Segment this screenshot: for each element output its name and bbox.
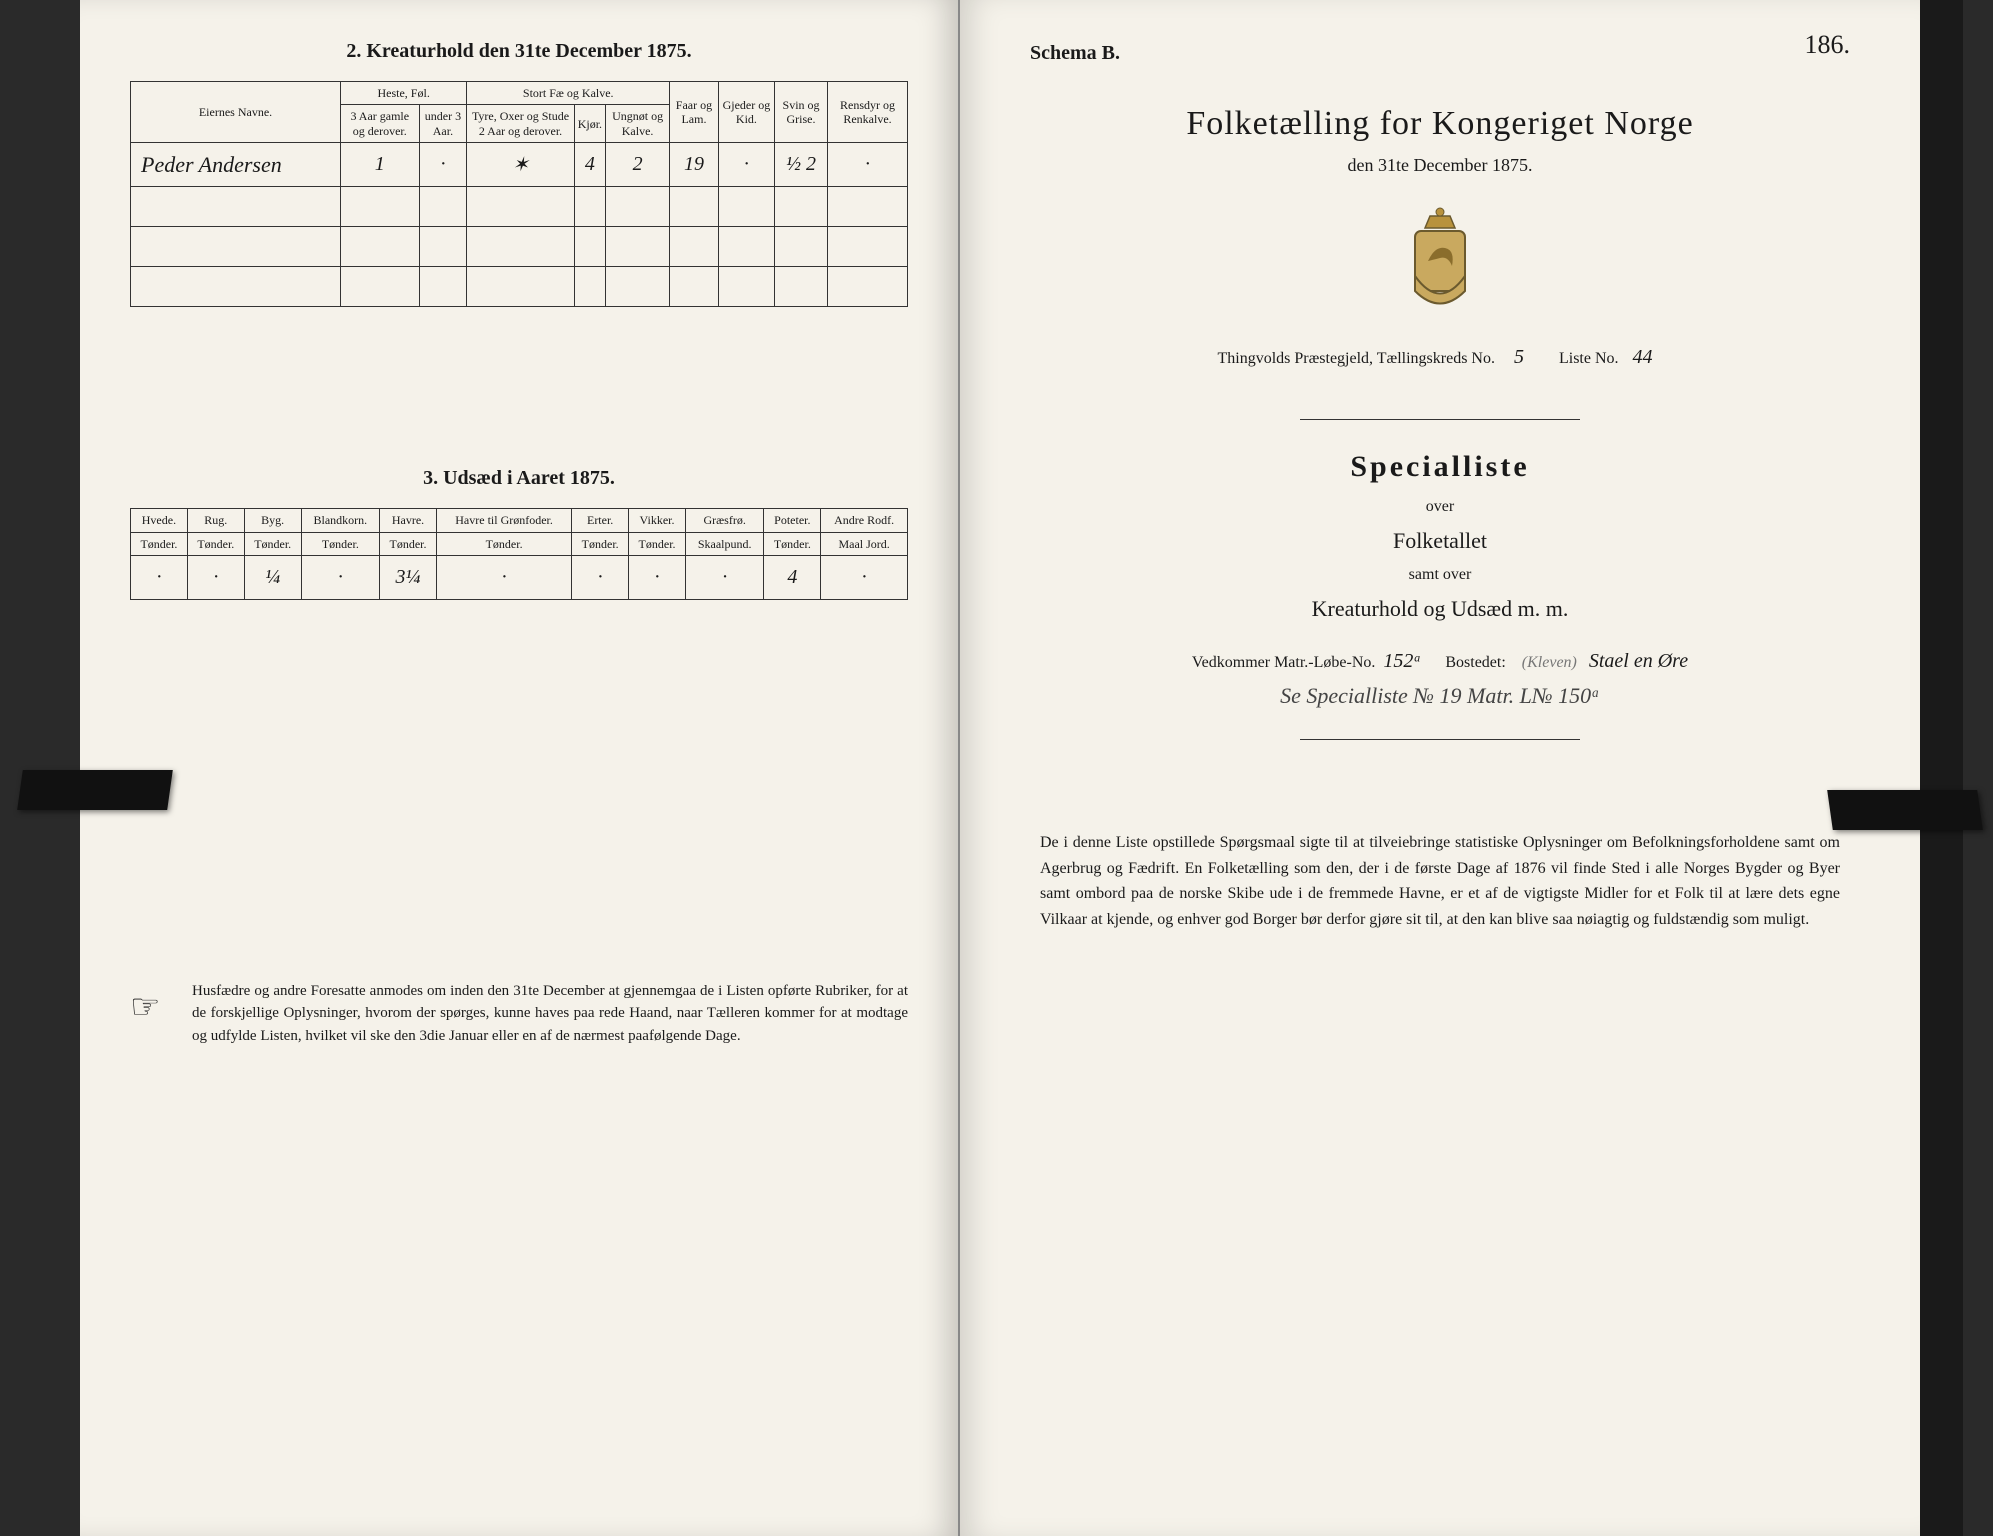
bostedet-label: Bostedet:: [1445, 654, 1505, 671]
seed-header-row: Hvede. Rug. Byg. Blandkorn. Havre. Havre…: [131, 509, 908, 532]
col-svin: Svin og Grise.: [775, 82, 828, 143]
seed-col: Hvede.: [131, 509, 188, 532]
table-row-empty: [131, 187, 908, 227]
liste-label: Liste No.: [1559, 350, 1619, 367]
seed-col: Byg.: [244, 509, 301, 532]
main-title: Folketælling for Kongeriget Norge: [1010, 105, 1870, 143]
cell: ·: [301, 555, 379, 599]
schema-label: Schema B.: [1030, 42, 1870, 65]
col-stort-a: Tyre, Oxer og Stude 2 Aar og derover.: [467, 105, 574, 143]
special-title: Specialliste: [1010, 450, 1870, 484]
cell: 19: [670, 143, 719, 187]
seed-unit: Tønder.: [187, 532, 244, 555]
page-clip-right: [1827, 790, 1983, 830]
cell: 3¼: [380, 555, 437, 599]
coat-of-arms-icon: [1400, 206, 1480, 316]
seed-unit: Tønder.: [301, 532, 379, 555]
folketallet-label: Folketallet: [1010, 528, 1870, 554]
cell: ·: [419, 143, 467, 187]
cell-owner: Peder Andersen: [131, 143, 341, 187]
matr-no: 152ᵃ: [1383, 650, 1421, 672]
seed-col: Havre til Grønfoder.: [436, 509, 571, 532]
col-heste-a: 3 Aar gamle og derover.: [341, 105, 420, 143]
livestock-table: Eiernes Navne. Heste, Føl. Stort Fæ og K…: [130, 81, 908, 307]
right-page: 186. Schema B. Folketælling for Kongerig…: [960, 0, 1920, 1536]
bostedet-note: (Kleven): [1522, 654, 1577, 671]
page-clip-left: [17, 770, 173, 810]
divider: [1300, 419, 1580, 420]
seed-col: Andre Rodf.: [821, 509, 908, 532]
kreatur-label: Kreaturhold og Udsæd m. m.: [1010, 596, 1870, 622]
cell: ½ 2: [775, 143, 828, 187]
table-row-empty: [131, 267, 908, 307]
left-page: 2. Kreaturhold den 31te December 1875. E…: [80, 0, 960, 1536]
cell: ·: [629, 555, 686, 599]
cell: 2: [606, 143, 670, 187]
seed-col: Havre.: [380, 509, 437, 532]
matr-line: Vedkommer Matr.-Løbe-No. 152ᵃ Bostedet: …: [1010, 650, 1870, 673]
seed-unit: Tønder.: [572, 532, 629, 555]
table-row: Peder Andersen 1 · ✶ 4 2 19 · ½ 2 ·: [131, 143, 908, 187]
seed-unit: Tønder.: [764, 532, 821, 555]
seed-col: Græsfrø.: [685, 509, 763, 532]
seed-unit: Skaalpund.: [685, 532, 763, 555]
col-heste-b: under 3 Aar.: [419, 105, 467, 143]
cell: ¼: [244, 555, 301, 599]
seed-unit: Tønder.: [436, 532, 571, 555]
seed-unit: Tønder.: [629, 532, 686, 555]
parish-line: Thingvolds Præstegjeld, Tællingskreds No…: [1010, 346, 1870, 369]
seed-unit: Tønder.: [380, 532, 437, 555]
over-label: over: [1010, 498, 1870, 516]
cell: ·: [828, 143, 908, 187]
table-row-empty: [131, 227, 908, 267]
seed-col: Rug.: [187, 509, 244, 532]
pointing-hand-icon: ☞: [130, 980, 176, 1048]
cell: ·: [685, 555, 763, 599]
cell: ·: [718, 143, 774, 187]
seed-unit-row: Tønder. Tønder. Tønder. Tønder. Tønder. …: [131, 532, 908, 555]
seed-data-row: · · ¼ · 3¼ · · · · 4 ·: [131, 555, 908, 599]
col-group-heste: Heste, Føl.: [341, 82, 467, 105]
cell: 4: [574, 143, 605, 187]
col-stort-c: Ungnøt og Kalve.: [606, 105, 670, 143]
divider: [1300, 739, 1580, 740]
seed-table: Hvede. Rug. Byg. Blandkorn. Havre. Havre…: [130, 508, 908, 600]
bostedet-value: Stael en Øre: [1589, 650, 1688, 672]
samt-label: samt over: [1010, 566, 1870, 584]
cell: ·: [436, 555, 571, 599]
page-number: 186.: [1805, 30, 1851, 60]
col-stort-b: Kjør.: [574, 105, 605, 143]
parish-label: Thingvolds Præstegjeld, Tællingskreds No…: [1217, 350, 1494, 367]
footnote-text: Husfædre og andre Foresatte anmodes om i…: [192, 980, 908, 1048]
seed-col: Blandkorn.: [301, 509, 379, 532]
col-rens: Rensdyr og Renkalve.: [828, 82, 908, 143]
seed-col: Erter.: [572, 509, 629, 532]
section-2-title: 2. Kreaturhold den 31te December 1875.: [130, 40, 908, 63]
footnote: ☞ Husfædre og andre Foresatte anmodes om…: [130, 980, 908, 1048]
cell: ✶: [467, 143, 574, 187]
col-gjeder: Gjeder og Kid.: [718, 82, 774, 143]
cell: ·: [187, 555, 244, 599]
cell: 4: [764, 555, 821, 599]
seed-col: Poteter.: [764, 509, 821, 532]
seed-unit: Tønder.: [131, 532, 188, 555]
col-faar: Faar og Lam.: [670, 82, 719, 143]
seed-unit: Maal Jord.: [821, 532, 908, 555]
col-group-stort: Stort Fæ og Kalve.: [467, 82, 670, 105]
cell: 1: [341, 143, 420, 187]
cell: ·: [131, 555, 188, 599]
col-owner: Eiernes Navne.: [131, 82, 341, 143]
see-note: Se Specialliste № 19 Matr. L№ 150ᵃ: [1010, 683, 1870, 709]
matr-label: Vedkommer Matr.-Løbe-No.: [1192, 654, 1376, 671]
section-3-title: 3. Udsæd i Aaret 1875.: [130, 467, 908, 490]
bottom-paragraph: De i denne Liste opstillede Spørgsmaal s…: [1040, 830, 1840, 932]
sub-date: den 31te December 1875.: [1010, 155, 1870, 176]
cell: ·: [821, 555, 908, 599]
kreds-no: 5: [1499, 346, 1539, 369]
cell: ·: [572, 555, 629, 599]
seed-unit: Tønder.: [244, 532, 301, 555]
seed-col: Vikker.: [629, 509, 686, 532]
liste-no: 44: [1623, 346, 1663, 369]
